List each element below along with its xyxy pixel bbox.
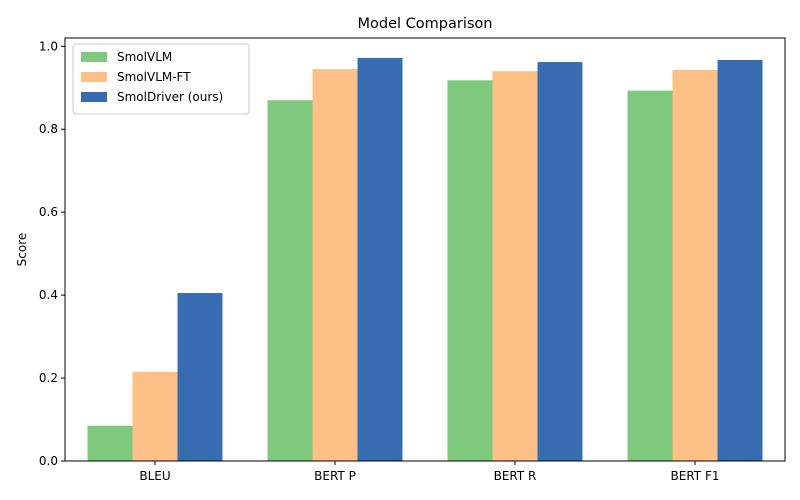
legend: SmolVLM SmolVLM-FT SmolDriver (ours) [72, 43, 250, 115]
bar-smoldriver-ours-bert-r [537, 62, 583, 461]
bar-smolvlm-ft-bert-r [492, 71, 538, 462]
y-tick-label: 0.6 [39, 205, 58, 219]
legend-box [72, 43, 250, 115]
bar-smolvlm-ft-bleu [132, 371, 178, 461]
y-tick-label: 1.0 [39, 39, 58, 53]
legend-swatch-smolvlm-ft [81, 72, 107, 82]
y-tick-label: 0.4 [39, 288, 58, 302]
y-tick-label: 0.0 [39, 454, 58, 468]
x-tick-label: BLEU [139, 469, 170, 483]
y-tick-label: 0.2 [39, 371, 58, 385]
chart-title: Model Comparison [358, 16, 493, 32]
axes-group: 0.0 0.2 0.4 0.6 0.8 1.0 BLEU BERT P BERT R BERT F… [39, 37, 786, 483]
bar-smolvlm-bert-r [447, 80, 493, 462]
x-tick-label: BERT F1 [671, 469, 720, 483]
plot-frame [64, 37, 786, 462]
legend-label-smoldriver-ours: SmolDriver (ours) [117, 90, 223, 104]
bar-smoldriver-ours-bert-p [357, 57, 403, 461]
bar-smolvlm-bert-p [267, 100, 313, 462]
y-axis-label: Score [15, 233, 29, 267]
bars-group [87, 57, 763, 462]
bar-smolvlm-bleu [87, 425, 133, 461]
legend-label-smolvlm: SmolVLM [117, 50, 172, 64]
bar-smoldriver-ours-bert-f1 [717, 59, 763, 462]
x-tick-label: BERT R [494, 469, 537, 483]
bar-smolvlm-ft-bert-p [312, 69, 358, 462]
legend-swatch-smolvlm [81, 52, 107, 62]
x-tick-label: BERT P [314, 469, 356, 483]
legend-swatch-smoldriver-ours [81, 92, 107, 102]
bar-smolvlm-ft-bert-f1 [672, 69, 718, 462]
bar-smoldriver-ours-bleu [177, 293, 223, 461]
bar-smolvlm-bert-f1 [627, 90, 673, 461]
legend-label-smolvlm-ft: SmolVLM-FT [117, 70, 191, 84]
y-tick-label: 0.8 [39, 122, 58, 136]
